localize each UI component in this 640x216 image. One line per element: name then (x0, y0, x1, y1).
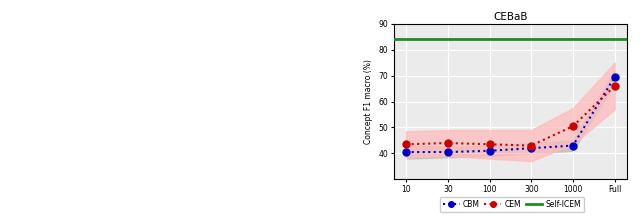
X-axis label: Number of labels: Number of labels (472, 199, 549, 208)
Legend: CBM, CEM, Self-ICEM: CBM, CEM, Self-ICEM (440, 197, 584, 212)
Y-axis label: Concept F1 macro (%): Concept F1 macro (%) (364, 59, 372, 144)
Title: CEBaB: CEBaB (493, 12, 527, 22)
